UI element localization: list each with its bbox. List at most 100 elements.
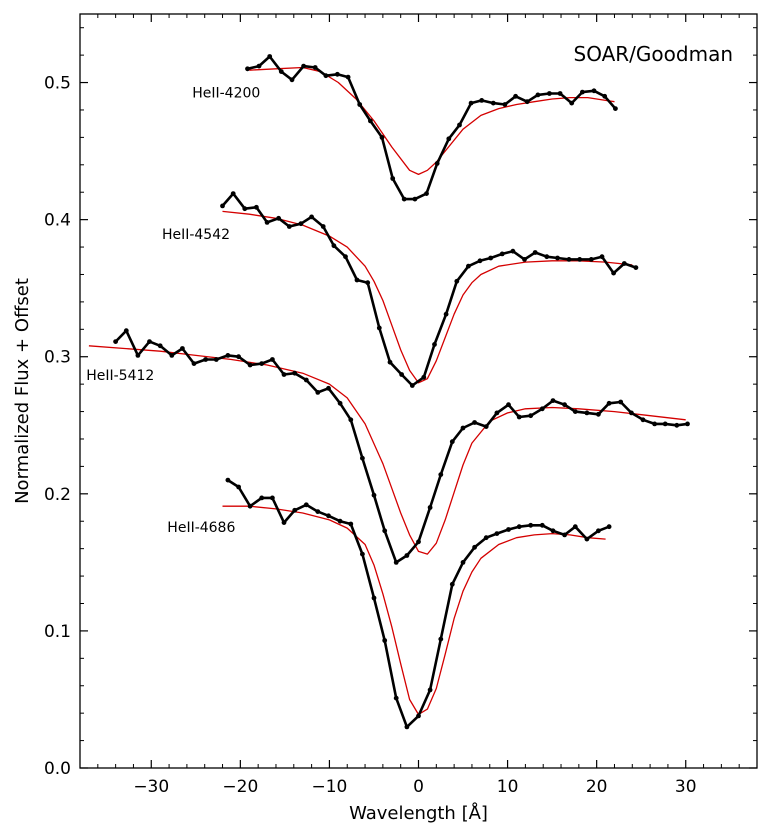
heii-4542-data-point (220, 203, 225, 209)
heii-5412-data-point (360, 455, 365, 461)
heii-4200-data-point (301, 63, 306, 69)
heii-4200-data-point (479, 98, 485, 103)
heii-5412-data-point (640, 417, 646, 423)
heii-4542-data-point (488, 255, 494, 261)
x-tick-label: −10 (311, 777, 347, 797)
heii-5412-data-point (550, 398, 556, 403)
heii-4542-data-point (532, 250, 538, 255)
heii-4686-observed-line (227, 479, 610, 729)
heii-4686-data-point (606, 524, 612, 530)
heii-4200-data-point (312, 65, 318, 70)
y-tick-label: 0.1 (44, 622, 71, 642)
y-tick-label: 0.5 (44, 74, 71, 94)
heii-4686-data-point (528, 522, 534, 528)
heii-4542-data-point (230, 191, 236, 197)
heii-4200-data-point (245, 66, 250, 72)
heii-4542-data-point (588, 257, 594, 262)
heii-5412-data-point (213, 357, 219, 362)
heii-5412-data-point (618, 399, 624, 405)
heii-4686-data-point (483, 535, 489, 541)
x-axis-label: Wavelength [Å] (349, 802, 488, 824)
heii-5412-data-point (292, 370, 298, 376)
heii-4200-data-point (412, 196, 418, 202)
heii-4200-data-point (256, 63, 262, 69)
heii-5412-data-point (629, 410, 634, 416)
heii-4200-data-point (401, 196, 407, 202)
heii-4542-data-point (286, 224, 292, 229)
heii-5412-data-point (539, 406, 545, 412)
heii-4200-observed-line (247, 55, 617, 201)
heii-4542-data-point (298, 221, 304, 227)
heii-5412-data-point (438, 472, 444, 477)
heii-4686-data-point (404, 724, 410, 730)
heii-5412-data-point (685, 421, 690, 427)
heii-5412-data-point (393, 560, 399, 565)
heii-4200-data-point (446, 136, 452, 142)
heii-4200-data-point (569, 100, 575, 106)
heii-4542-model-line (222, 210, 633, 384)
heii-4686-data-point (236, 484, 242, 490)
heii-5412-data-point (259, 361, 265, 366)
heii-4686-data-point (516, 524, 522, 530)
heii-5412-data-point (516, 414, 522, 420)
heii-4542-data-point (499, 251, 505, 257)
heii-4542-data-point (331, 243, 337, 249)
heii-4200-data-point (580, 89, 585, 95)
heii-5412-data-point (449, 439, 455, 445)
heii-4200-data-point (468, 100, 474, 106)
heii-4686-data-point (572, 524, 578, 530)
heii-5412-data-point (169, 353, 175, 358)
heii-4200-data-point (278, 69, 284, 74)
heii-4542-data-point (387, 359, 393, 365)
heii-4542-observed-line (221, 192, 637, 387)
heii-4542-data-point (432, 342, 437, 347)
heii-4542-data-point (309, 214, 314, 220)
heii-4200-data-point (267, 54, 273, 59)
heii-5412-data-point (562, 402, 567, 408)
heii-5412-data-point (337, 400, 343, 406)
heii-4686-data-point (596, 528, 601, 534)
heii-4686-data-point (382, 638, 388, 643)
heii-4542-data-point (376, 325, 382, 331)
heii-4686-data-point (506, 527, 511, 532)
heii-4686-data-point (247, 503, 253, 509)
heii-5412-observed-line (114, 329, 688, 564)
observed-curves (113, 54, 690, 730)
heii-5412-data-point (472, 420, 477, 425)
x-tick-label: 30 (675, 777, 697, 797)
heii-5412-data-point (528, 413, 534, 419)
heii-4542-data-point (320, 224, 326, 229)
axes-layer: −30 −20 −10 0 10 20 30 0.0 0.1 0.2 0.3 0.4 0.5 (44, 14, 758, 797)
heii-4542-data-point (611, 270, 616, 276)
heii-4542-data-point (365, 280, 371, 286)
heii-4686-data-point (337, 518, 343, 524)
heii-4686-data-point (315, 509, 321, 514)
heii-4686-data-point (225, 477, 231, 483)
heii-4686-data-point (348, 521, 354, 527)
heii-5412-data-point (427, 505, 433, 510)
heii-5412-data-point (135, 353, 141, 358)
heii-4200-data-point (390, 176, 396, 181)
heii-4542-data-point (343, 254, 348, 260)
heii-5412-data-point (270, 357, 275, 362)
heii-4686-data-point (292, 507, 298, 513)
heii-5412-data-point (506, 402, 511, 408)
x-tick-label: −30 (133, 777, 169, 797)
heii-4542-data-point (264, 220, 270, 225)
heii-4542-data-point (276, 215, 281, 221)
heii-4542-data-point (577, 257, 583, 262)
heii-5412-data-point (382, 528, 388, 534)
heii-5412-data-point (652, 421, 657, 427)
x-tick-label: 0 (413, 777, 424, 797)
heii-4542-data-point (477, 258, 483, 264)
heii-4542-data-point (633, 265, 639, 270)
heii-4200-data-point (424, 191, 429, 197)
heii-4542-data-point (399, 372, 404, 377)
heii-4542-data-point (555, 255, 560, 261)
heii-4686-data-point (303, 502, 309, 508)
heii-4200-data-point (602, 93, 608, 99)
heii-4686-model-line (222, 505, 606, 716)
heii-4686-data-point (494, 531, 500, 536)
heii-5412-data-point (494, 410, 500, 416)
